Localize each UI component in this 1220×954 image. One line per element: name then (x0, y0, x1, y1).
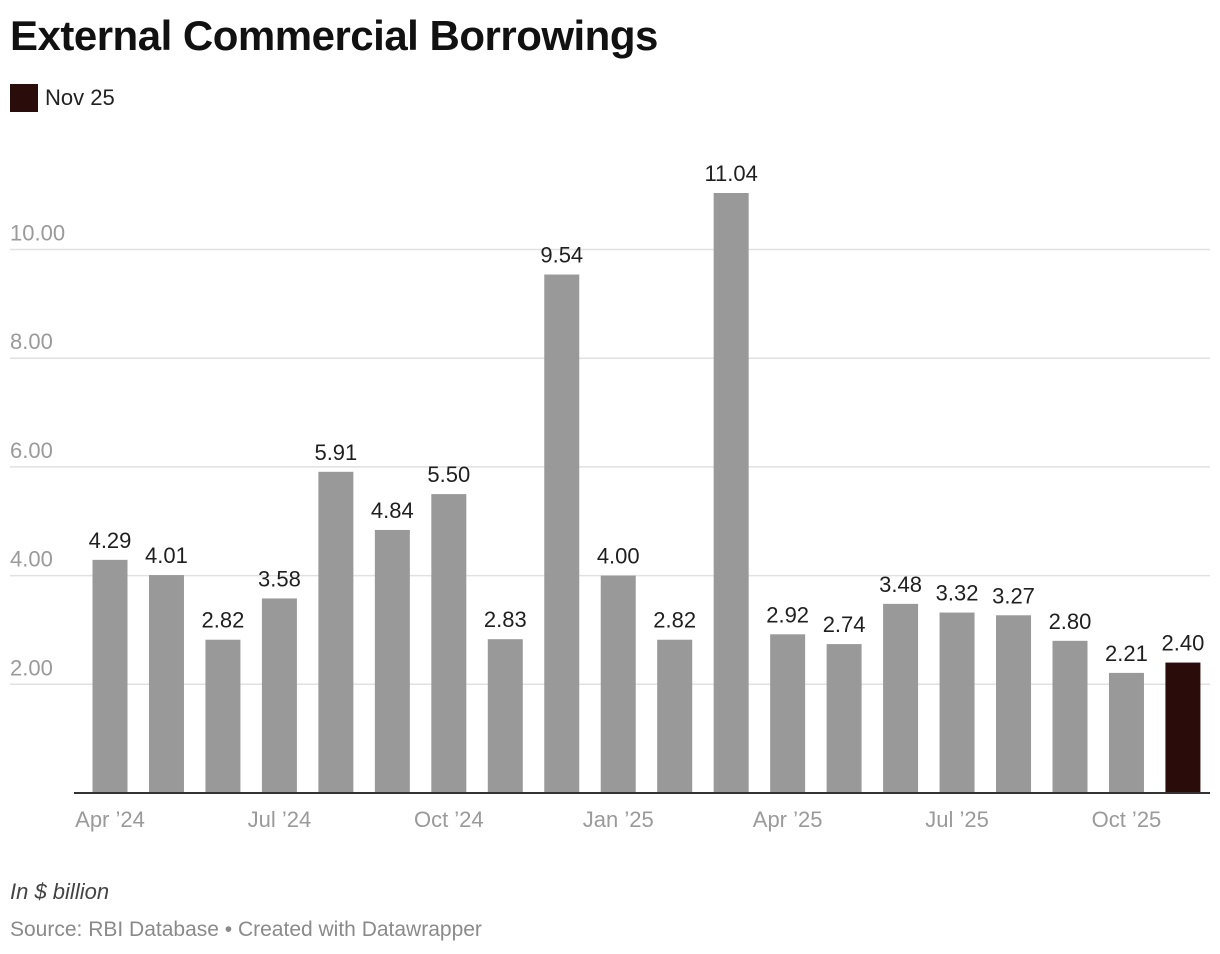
bar (148, 575, 184, 793)
data-label: 3.58 (258, 566, 301, 591)
bar (600, 575, 636, 793)
bar (996, 615, 1032, 793)
bar (883, 603, 919, 793)
data-label: 2.74 (823, 612, 866, 637)
bar (939, 612, 975, 793)
y-tick-label: 8.00 (10, 329, 53, 354)
bar (431, 494, 467, 793)
bar (826, 644, 862, 793)
data-label: 2.40 (1162, 631, 1205, 656)
data-label: 5.50 (427, 462, 470, 487)
y-tick-label: 4.00 (10, 547, 53, 572)
bar (205, 639, 241, 793)
x-tick-label: Apr ’24 (75, 807, 145, 832)
data-label: 2.82 (202, 608, 245, 633)
x-tick-label: Jul ’25 (925, 807, 989, 832)
bar-chart: 2.00 4.00 6.00 8.00 10.00 4.29 4.01 2.82 3.58 5.9… (10, 161, 1210, 832)
bar (713, 193, 749, 793)
bar (770, 634, 806, 793)
data-label: 2.83 (484, 607, 527, 632)
data-label: 4.00 (597, 544, 640, 569)
data-label: 3.48 (879, 572, 922, 597)
data-label: 2.80 (1049, 609, 1092, 634)
data-label: 4.29 (89, 528, 132, 553)
legend: Nov 25 (10, 84, 115, 112)
bar (544, 274, 580, 793)
bar (261, 598, 297, 793)
bar (92, 559, 128, 793)
x-tick-label: Oct ’25 (1092, 807, 1162, 832)
x-tick-label: Jul ’24 (248, 807, 312, 832)
data-label: 2.21 (1105, 641, 1148, 666)
bar (374, 529, 410, 793)
x-tick-label: Oct ’24 (414, 807, 484, 832)
legend-swatch (10, 84, 38, 112)
data-label: 3.32 (936, 581, 979, 606)
data-label: 4.84 (371, 498, 414, 523)
x-tick-label: Jan ’25 (583, 807, 654, 832)
data-label: 2.92 (766, 602, 809, 627)
data-label: 4.01 (145, 543, 188, 568)
data-label: 11.04 (704, 161, 757, 186)
data-label: 3.27 (992, 583, 1035, 608)
unit-note: In $ billion (10, 879, 110, 904)
legend-label: Nov 25 (45, 85, 115, 110)
bar (1108, 672, 1144, 793)
y-tick-label: 10.00 (10, 221, 65, 246)
chart-title: External Commercial Borrowings (10, 12, 658, 59)
y-tick-label: 6.00 (10, 438, 53, 463)
y-tick-label: 2.00 (10, 655, 53, 680)
bar (1052, 640, 1088, 793)
data-label: 5.91 (314, 440, 357, 465)
data-label: 9.54 (540, 243, 583, 268)
data-label: 2.82 (653, 608, 696, 633)
x-tick-label: Apr ’25 (753, 807, 823, 832)
bar (1165, 662, 1201, 793)
bar (657, 639, 693, 793)
bar (487, 639, 523, 793)
source-credit: Source: RBI Database • Created with Data… (10, 918, 482, 941)
bar (318, 471, 354, 793)
